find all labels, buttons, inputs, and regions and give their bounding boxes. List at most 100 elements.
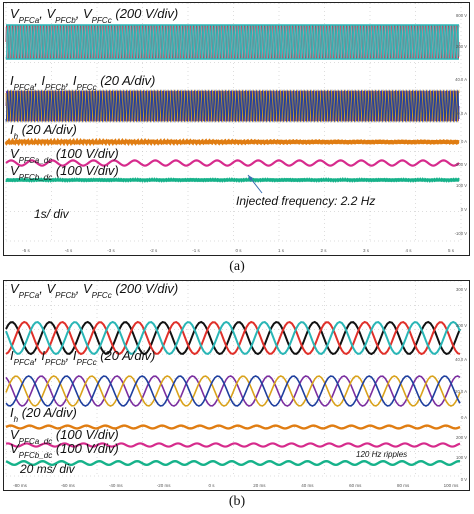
y-tick-label: 100 V — [456, 455, 467, 460]
x-tick-label: 5 s — [448, 248, 455, 253]
trace-v-dc-b — [5, 459, 461, 467]
label-i-h: Ih (20 A/div) — [10, 122, 77, 141]
trace-v-dc-b — [5, 177, 460, 183]
x-tick-label: 100 ms — [444, 483, 460, 488]
label-i-h-part: (20 A/div) — [18, 122, 77, 137]
label-i-pfc-part: , I — [66, 73, 77, 88]
label-i-pfc: IPFCa, IPFCb, IPFCc (20 A/div) — [10, 348, 155, 367]
label-v-dc-a-part: (100 V/div) — [52, 146, 118, 161]
label-i-pfc-part: I — [10, 348, 14, 363]
label-i-h-part: (20 A/div) — [18, 405, 77, 420]
label-i-h-part: I — [10, 122, 14, 137]
label-v-dc-b: VPFCb_dc (100 V/div) — [10, 441, 119, 460]
label-v-dc-b-part: (100 V/div) — [52, 163, 118, 178]
label-i-pfc-part: PFCa — [14, 358, 35, 367]
label-i-pfc-part: PFCb — [45, 83, 66, 92]
x-tick-label: -60 ms — [61, 483, 76, 488]
trace-i-pfc-c — [5, 89, 460, 123]
y-tick-label: 300 V — [456, 287, 467, 292]
y-tick-label: 20.0 A — [455, 111, 467, 116]
x-tick-label: -2 s — [150, 248, 158, 253]
y-tick-label: 40.0 A — [455, 357, 467, 362]
trace-v-pfc-b-fill — [5, 24, 460, 60]
trace-v-dc-a — [5, 442, 461, 448]
label-i-pfc-part: PFCc — [76, 358, 96, 367]
label-v-dc-a-part: (100 V/div) — [52, 427, 118, 442]
label-i-pfc-part: (20 A/div) — [97, 348, 156, 363]
label-v-pfc-part: , V — [39, 6, 56, 21]
scope-screen-b: VPFCa, VPFCb, VPFCc (200 V/div)IPFCa, IP… — [5, 281, 467, 488]
label-v-dc-a-part: PFCa_dc — [19, 437, 53, 446]
label-v-dc-b: VPFCb_dc (100 V/div) — [10, 163, 119, 182]
trace-v-pfc-c — [5, 320, 461, 356]
label-v-dc-b-part: (100 V/div) — [52, 441, 118, 456]
arrow-head — [248, 175, 253, 181]
label-v-pfc-part: , V — [39, 281, 56, 296]
y-tick-label: 0 A — [461, 415, 467, 420]
label-v-pfc-part: V — [10, 281, 20, 296]
label-i-pfc: IPFCa, IPFCb, IPFCc (20 A/div) — [10, 73, 155, 92]
y-tick-label: 200 V — [456, 435, 467, 440]
label-v-dc-a-part: V — [10, 146, 20, 161]
label-v-dc-a: VPFCa_dc (100 V/div) — [10, 427, 119, 446]
label-v-pfc-part: PFCb — [55, 16, 76, 25]
annotation-ripples: 120 Hz ripples — [356, 450, 407, 459]
trace-i-pfc-b — [5, 375, 461, 407]
timebase-label: 1s/ div — [34, 207, 70, 221]
x-tick-label: 0 s — [235, 248, 242, 253]
label-i-pfc-part: PFCa — [14, 83, 35, 92]
y-tick-label: 40.0 A — [455, 77, 467, 82]
scope-panel-a: VPFCa, VPFCb, VPFCc (200 V/div) IPFCa, IP… — [3, 2, 470, 256]
label-i-pfc-part: , I — [34, 73, 45, 88]
x-tick-label: 80 ms — [397, 483, 410, 488]
label-i-h-part: I — [10, 405, 14, 420]
label-v-dc-a-part: V — [10, 427, 20, 442]
label-i-pfc-part: , I — [66, 348, 77, 363]
trace-v-pfc-c-fill — [5, 24, 460, 60]
label-v-dc-b-part: V — [10, 163, 20, 178]
y-tick-label: 800 V — [456, 13, 467, 18]
trace-v-pfc-b — [5, 320, 461, 356]
trace-i-pfc-a — [5, 375, 461, 407]
x-tick-label: 1 s — [278, 248, 285, 253]
label-i-pfc-part: PFCb — [45, 358, 66, 367]
x-tick-label: -20 ms — [157, 483, 172, 488]
label-v-pfc-part: (200 V/div) — [112, 281, 178, 296]
label-i-h-part: h — [14, 132, 19, 141]
timebase-label: 20 ms/ div — [19, 462, 76, 476]
label-v-pfc-part: , V — [76, 281, 93, 296]
label-v-pfc-part: PFCc — [92, 16, 112, 25]
x-tick-label: 60 ms — [349, 483, 362, 488]
x-tick-label: 2 s — [320, 248, 327, 253]
trace-v-pfc-a-fill — [5, 24, 460, 60]
x-tick-label: 20 ms — [253, 483, 266, 488]
label-v-dc-b-part: PFCb_dc — [19, 173, 53, 182]
label-v-dc-b-part: V — [10, 441, 20, 456]
x-tick-label: -5 s — [22, 248, 30, 253]
y-tick-label: 200 V — [456, 323, 467, 328]
y-tick-label: -100 V — [455, 231, 468, 236]
label-v-pfc-part: V — [10, 6, 20, 21]
y-tick-label: 100 V — [456, 183, 467, 188]
scope-screen-a: VPFCa, VPFCb, VPFCc (200 V/div)IPFCa, IP… — [4, 3, 468, 253]
scope-panel-b: VPFCa, VPFCb, VPFCc (200 V/div) IPFCa, IP… — [3, 280, 470, 491]
trace-i-h — [4, 137, 460, 147]
trace-i-h — [5, 424, 461, 430]
label-v-dc-b-part: PFCb_dc — [19, 451, 53, 460]
x-tick-label: -3 s — [107, 248, 115, 253]
label-i-pfc-part: PFCc — [76, 83, 96, 92]
y-tick-label: 200 V — [456, 44, 467, 49]
label-v-dc-a-part: PFCa_dc — [19, 156, 53, 165]
x-tick-label: -1 s — [192, 248, 200, 253]
y-tick-label: 20.0 A — [455, 389, 467, 394]
grid — [5, 281, 462, 477]
label-v-pfc-part: PFCa — [19, 16, 40, 25]
x-tick-label: 3 s — [363, 248, 370, 253]
label-v-dc-a: VPFCa_dc (100 V/div) — [10, 146, 119, 165]
label-i-pfc-part: I — [10, 73, 14, 88]
annotation-injected-frequency: Injected frequency: 2.2 Hz — [236, 194, 375, 208]
trace-i-pfc-c — [5, 375, 461, 407]
x-tick-label: -4 s — [65, 248, 73, 253]
caption-b: (b) — [228, 494, 246, 509]
trace-v-dc-a — [5, 159, 460, 167]
